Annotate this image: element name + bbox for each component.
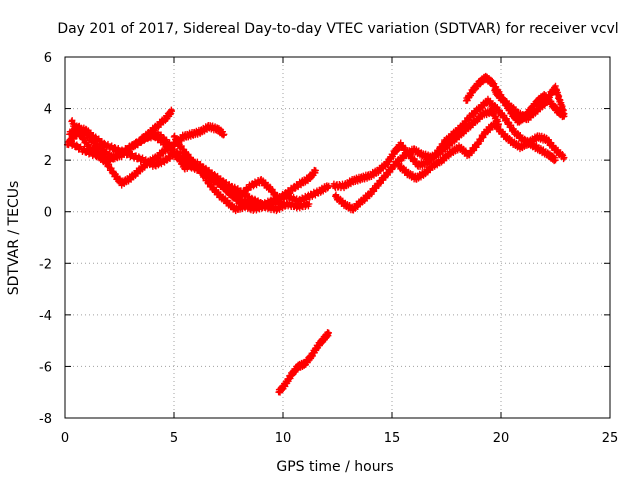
data-point [83, 146, 91, 154]
y-tick-label: -8 [39, 412, 52, 427]
axis-ticks: 0 5 10 15 20 25 -8 -6 -4 -2 0 2 4 6 [39, 51, 618, 446]
data-point [106, 157, 113, 165]
data-point [220, 131, 228, 138]
y-tick-label: -2 [39, 257, 52, 272]
x-tick-label: 10 [275, 431, 292, 446]
y-tick-label: 6 [44, 51, 52, 66]
data-point [250, 182, 257, 190]
data-point [279, 200, 287, 208]
data-point [168, 107, 176, 115]
data-points [63, 72, 568, 396]
plot-frame [64, 56, 611, 419]
data-point [305, 200, 313, 208]
y-tick-label: 0 [44, 206, 52, 221]
y-tick-label: 2 [44, 154, 52, 169]
series-track-12 [63, 124, 287, 214]
x-tick-label: 15 [384, 431, 401, 446]
plot-border [64, 56, 611, 419]
data-point [561, 110, 568, 117]
series-track-8 [329, 95, 559, 192]
series-track-11 [491, 82, 568, 124]
y-tick-label: -4 [39, 309, 52, 324]
data-point [234, 195, 241, 202]
data-point [325, 329, 332, 337]
data-point [155, 161, 162, 169]
chart-title: Day 201 of 2017, Sidereal Day-to-day VTE… [57, 21, 618, 37]
x-tick-label: 0 [61, 431, 69, 446]
y-axis-label: SDTVAR / TECUs [6, 181, 22, 296]
data-point [239, 199, 247, 207]
x-tick-label: 25 [602, 431, 619, 446]
series-track-13 [275, 329, 332, 396]
data-point [101, 139, 108, 147]
data-point [552, 156, 559, 164]
x-axis-label: GPS time / hours [276, 459, 393, 475]
y-tick-label: 4 [44, 103, 52, 118]
data-point [312, 167, 319, 174]
data-point [561, 154, 568, 161]
data-point [244, 186, 252, 194]
y-tick-label: -6 [39, 360, 52, 375]
x-tick-label: 20 [493, 431, 510, 446]
x-tick-label: 5 [170, 431, 178, 446]
series-track-9 [395, 120, 568, 183]
data-point [144, 157, 152, 164]
